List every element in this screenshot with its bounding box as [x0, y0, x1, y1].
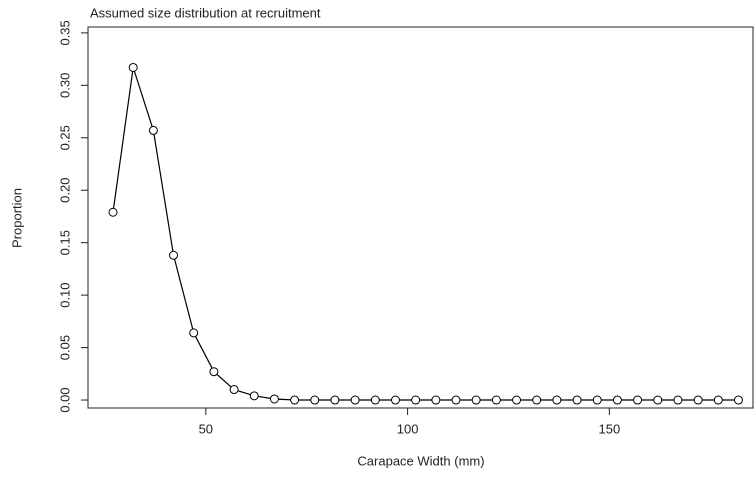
data-point	[512, 395, 522, 405]
x-tick-label: 50	[199, 421, 213, 436]
data-point	[330, 395, 340, 405]
data-point	[612, 395, 622, 405]
y-tick-label: 0.10	[57, 282, 72, 307]
x-tick-label: 100	[397, 421, 419, 436]
plot-frame	[87, 26, 754, 409]
data-point	[108, 207, 118, 217]
data-point	[471, 395, 481, 405]
data-point	[552, 395, 562, 405]
data-point	[713, 395, 723, 405]
y-tick-label: 0.30	[57, 73, 72, 98]
x-tick-label: 150	[598, 421, 620, 436]
data-point	[491, 395, 501, 405]
data-point	[693, 395, 703, 405]
data-point	[370, 395, 380, 405]
x-axis-label: Carapace Width (mm)	[357, 453, 484, 468]
data-point	[633, 395, 643, 405]
data-point	[229, 385, 239, 395]
y-tick-label: 0.35	[57, 20, 72, 45]
data-point	[269, 394, 279, 404]
data-point	[209, 367, 219, 377]
y-tick-label: 0.15	[57, 230, 72, 255]
data-point	[411, 395, 421, 405]
data-point	[350, 395, 360, 405]
data-point	[390, 395, 400, 405]
data-point	[451, 395, 461, 405]
data-point	[532, 395, 542, 405]
y-tick-label: 0.20	[57, 178, 72, 203]
data-point	[189, 328, 199, 338]
y-tick-label: 0.25	[57, 125, 72, 150]
y-tick-label: 0.00	[57, 387, 72, 412]
data-point	[128, 62, 138, 72]
data-point	[169, 250, 179, 260]
data-point	[290, 395, 300, 405]
data-point	[249, 391, 259, 401]
chart-title: Assumed size distribution at recruitment	[90, 5, 321, 20]
series-line	[112, 67, 739, 401]
data-point	[733, 395, 743, 405]
data-point	[310, 395, 320, 405]
y-tick-label: 0.05	[57, 335, 72, 360]
data-point	[431, 395, 441, 405]
data-point	[572, 395, 582, 405]
data-point	[592, 395, 602, 405]
data-point	[653, 395, 663, 405]
data-point	[148, 125, 158, 135]
y-axis-label: Proportion	[9, 188, 24, 248]
data-point	[673, 395, 683, 405]
